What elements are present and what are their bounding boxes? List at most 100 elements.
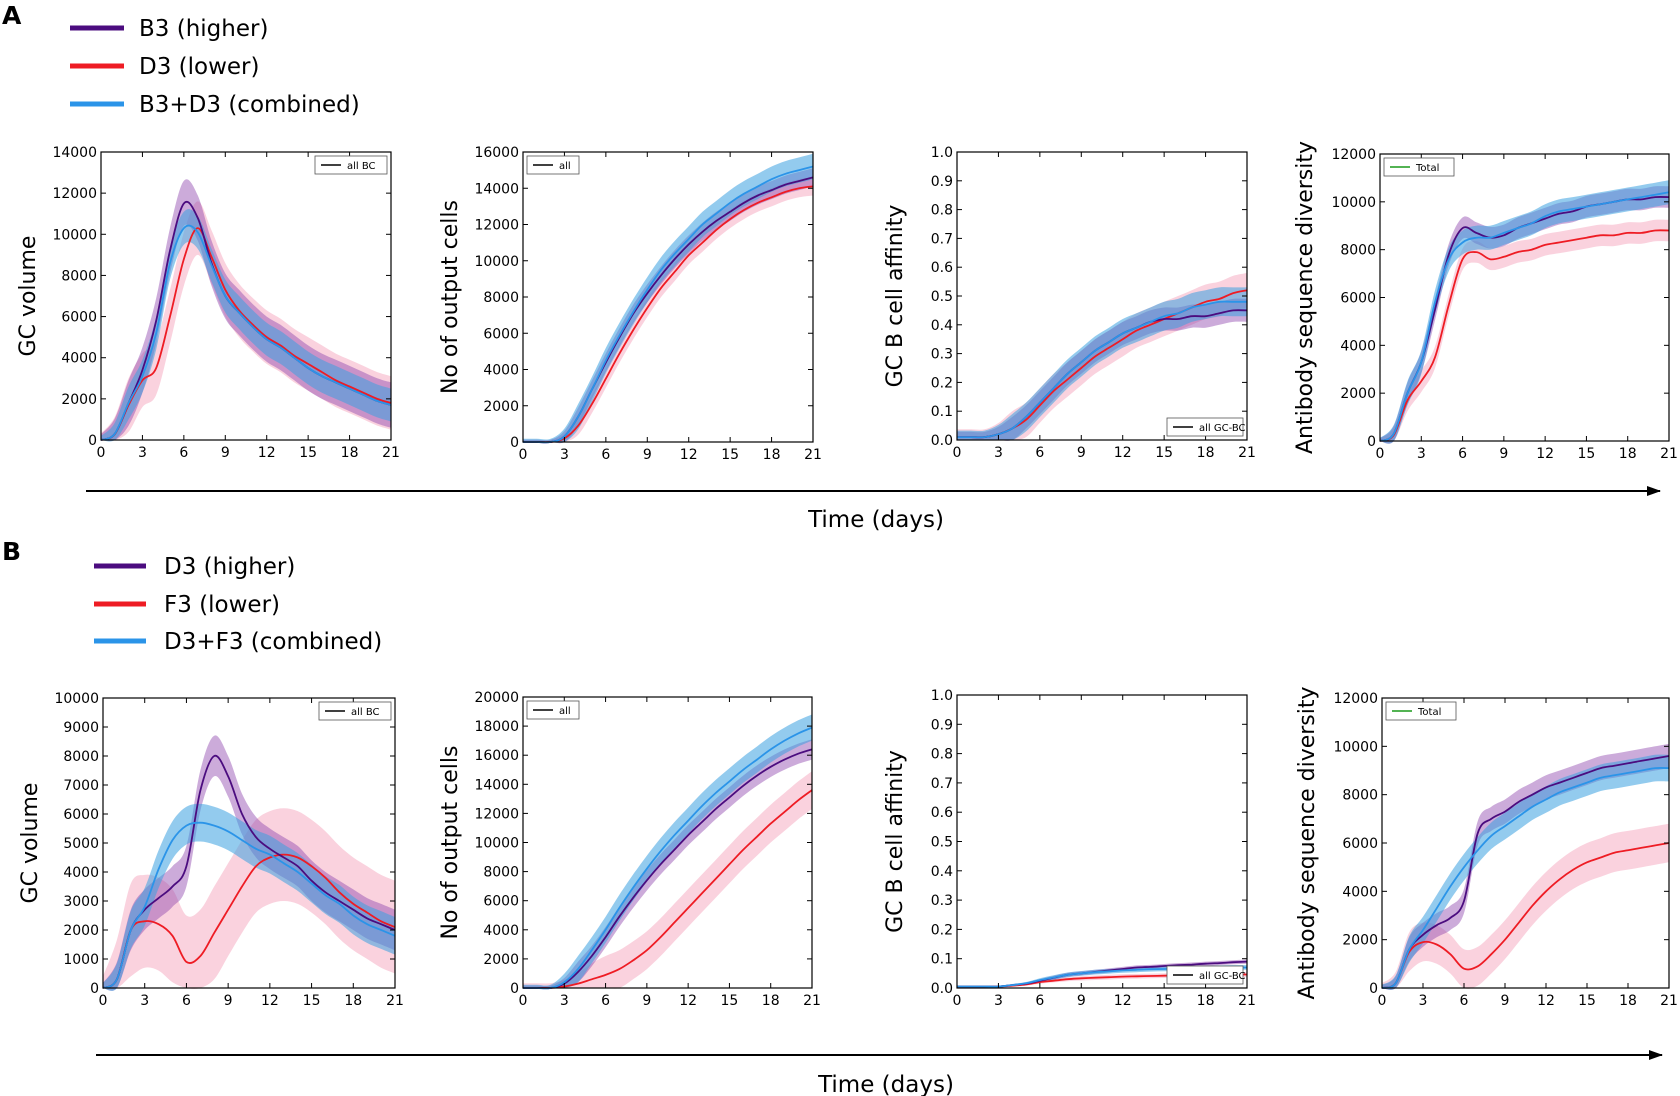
y-tick-label: 10000 [474,254,519,270]
y-tick-label: 2000 [483,399,519,415]
y-tick-label: 0.3 [931,347,953,363]
x-tick-label: 18 [344,993,362,1009]
x-tick-label: 18 [1619,446,1637,462]
x-tick-label: 3 [560,447,569,463]
y-tick-label: 14000 [474,181,519,197]
y-tick-label: 0.4 [931,864,953,880]
x-tick-label: 3 [138,445,147,461]
x-tick-label: 0 [1376,446,1385,462]
y-tick-label: 10000 [474,836,519,852]
x-tick-label: 0 [1378,993,1387,1009]
inset-legend-label: all [559,706,571,717]
x-tick-label: 6 [182,993,191,1009]
x-tick-label: 9 [1077,445,1086,461]
y-tick-label: 0.1 [931,404,953,420]
band-combined [523,153,813,443]
x-tick-label: 12 [258,445,276,461]
y-tick-label: 16000 [474,145,519,161]
band-lower [1382,823,1669,990]
y-tick-label: 0 [1369,981,1378,997]
y-tick-label: 0.7 [931,231,953,247]
y-tick-label: 0.8 [931,203,953,219]
y-tick-label: 2000 [1340,386,1376,402]
y-tick-label: 0.4 [931,318,953,334]
x-tick-label: 9 [1501,993,1510,1009]
x-tick-label: 0 [953,993,962,1009]
y-tick-label: 10000 [54,691,99,707]
x-tick-label: 3 [1417,446,1426,462]
chart-a1: 0 3 6 9 12 15 18 21 0 2000 4000 6000 8000 10000 12000 1… [16,145,400,461]
y-tick-label: 7000 [63,778,99,794]
x-tick-label: 3 [994,993,1003,1009]
y-tick-label: 0 [510,435,519,451]
x-tick-label: 9 [221,445,230,461]
chart-b1: 0 3 6 9 12 15 18 21 0 1000 2000 3000 4000 5000 6000 700… [18,691,404,1009]
x-tick-label: 18 [341,445,359,461]
y-tick-label: 10000 [1333,739,1378,755]
x-tick-label: 0 [97,445,106,461]
y-tick-label: 8000 [1342,788,1378,804]
x-tick-label: 9 [1077,993,1086,1009]
legend-label-b-higher: D3 (higher) [164,554,295,580]
y-tick-label: 0.6 [931,805,953,821]
line-combined [523,726,813,990]
line-lower [100,227,392,441]
y-tick-label: 10000 [52,227,97,243]
x-tick-label: 18 [763,447,781,463]
x-tick-label: 18 [1197,993,1215,1009]
x-tick-label: 21 [1660,446,1678,462]
line-lower [102,853,396,989]
y-tick-label: 6000 [1340,291,1376,307]
x-tick-label: 18 [762,993,780,1009]
inset-legend-label: Total [1417,707,1441,718]
inset-legend-box [314,155,388,175]
x-tick-label: 3 [140,993,149,1009]
inset-legend: all [526,155,580,175]
y-tick-label: 2000 [483,952,519,968]
y-tick-label: 12000 [474,806,519,822]
x-tick-label: 15 [1578,446,1596,462]
y-tick-label: 0.7 [931,776,953,792]
x-tick-label: 15 [303,993,321,1009]
y-tick-label: 2000 [1342,933,1378,949]
legend-panel-b: D3 (higher) F3 (lower) D3+F3 (combined) [94,554,382,655]
x-tick-label: 15 [1155,445,1173,461]
x-tick-label: 6 [1035,993,1044,1009]
x-tick-label: 9 [224,993,233,1009]
y-tick-label: 1000 [63,952,99,968]
x-tick-label: 0 [99,993,108,1009]
y-tick-label: 6000 [63,807,99,823]
plot-frame [956,694,1248,989]
line-combined [100,224,392,441]
y-tick-label: 5000 [63,836,99,852]
y-tick-label: 0.6 [931,260,953,276]
band-combined [101,209,391,442]
y-tick-label: 2000 [61,392,97,408]
band-combined [957,287,1247,441]
x-tick-label: 3 [994,445,1003,461]
y-tick-label: 4000 [61,351,97,367]
legend-label-a-combined: B3+D3 (combined) [139,92,360,118]
legend-panel-a: B3 (higher) D3 (lower) B3+D3 (combined) [70,16,360,118]
x-tick-label: 21 [382,445,400,461]
x-tick-label: 15 [299,445,317,461]
y-axis-label: Antibody sequence diversity [1295,686,1320,999]
line-combined [1381,767,1670,989]
y-axis-label: GC B cell affinity [883,205,908,388]
x-tick-label: 6 [1460,993,1469,1009]
band-combined [103,803,395,991]
x-tick-label: 15 [1155,993,1173,1009]
charts-container: 0 3 6 9 12 15 18 210200040006000800010000120001… [16,141,1678,1009]
y-axis-label: GC volume [16,236,41,357]
y-axis-label: No of output cells [438,746,463,940]
y-tick-label: 8000 [61,268,97,284]
y-tick-label: 6000 [61,310,97,326]
y-tick-label: 0 [1367,434,1376,450]
x-tick-label: 0 [519,993,528,1009]
chart-b3: 0 3 6 9 12 15 18 21 0.0 0.1 0.2 0.3 0.4 0.5 0.6 0.7 0.8 0… [883,688,1256,1009]
x-tick-label: 12 [1114,445,1132,461]
line-lower [523,185,814,444]
y-tick-label: 0.2 [931,375,953,391]
x-tick-label: 12 [261,993,279,1009]
y-tick-label: 12000 [52,186,97,202]
